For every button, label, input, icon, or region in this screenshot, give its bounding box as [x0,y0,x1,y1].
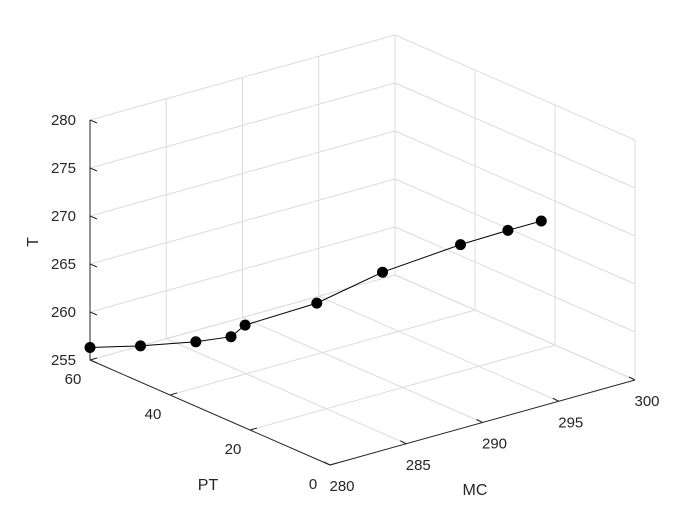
grid-line [89,226,396,313]
grid-line [89,178,396,265]
x-tick-label: 285 [406,457,431,474]
grid-line [394,82,636,189]
x-tick [552,397,559,402]
data-point [239,319,251,331]
z-tick-label: 255 [51,352,76,369]
data-point [311,297,323,309]
x-tick [628,376,636,381]
grid-line [242,317,483,423]
axes [89,119,636,466]
data-point [535,215,547,227]
data-point [225,331,237,343]
y-tick [89,357,98,361]
tick-labels: 280 285 290 295 300 0 20 40 60 255 260 265 270 275 280 [51,112,660,495]
data-point [190,336,202,348]
data-point [502,224,514,236]
z-tick [89,119,98,124]
grid-line [89,34,396,121]
z-tick-label: 260 [51,304,76,321]
x-tick-label: 295 [558,414,583,431]
grid-line [89,130,396,217]
grid-line [249,344,556,431]
y-tick-label: 20 [225,441,242,458]
grid-line [394,274,636,381]
y-tick [249,427,258,431]
grid-line [394,178,636,285]
grid-line [394,130,636,237]
series-line [89,220,542,348]
z-tick [89,167,98,172]
y-tick [169,392,178,396]
data-point [377,266,388,278]
grid-line [318,295,559,402]
grid-line [394,34,636,141]
z-tick-label: 265 [51,256,76,273]
y-axis-line [89,359,331,466]
data-point [455,239,466,251]
x-tick [400,440,407,445]
x-tick-label: 290 [482,436,507,453]
x-axis-label: MC [463,482,488,499]
series [84,215,547,353]
x-tick [323,461,331,466]
z-axis-label: T [25,237,42,247]
z-tick [89,263,98,268]
grid-line [169,309,476,396]
y-tick-label: 0 [309,476,317,493]
z-tick [89,359,98,364]
grid-line [89,82,396,169]
y-tick-label: 40 [145,406,162,423]
z-tick [89,311,98,316]
y-tick-label: 60 [65,371,82,388]
data-point [84,342,96,353]
grid [89,34,636,466]
x-tick [476,419,483,423]
z-tick-label: 270 [51,208,76,225]
z-tick [89,215,98,220]
z-tick-label: 280 [51,112,76,129]
x-tick-label: 280 [329,478,354,495]
grid-line [166,338,407,445]
data-point [135,340,146,352]
z-tick-label: 275 [51,160,76,177]
y-tick [329,462,338,466]
grid-line [394,226,636,333]
y-axis-label: PT [198,477,219,494]
x-tick-label: 300 [634,393,659,410]
